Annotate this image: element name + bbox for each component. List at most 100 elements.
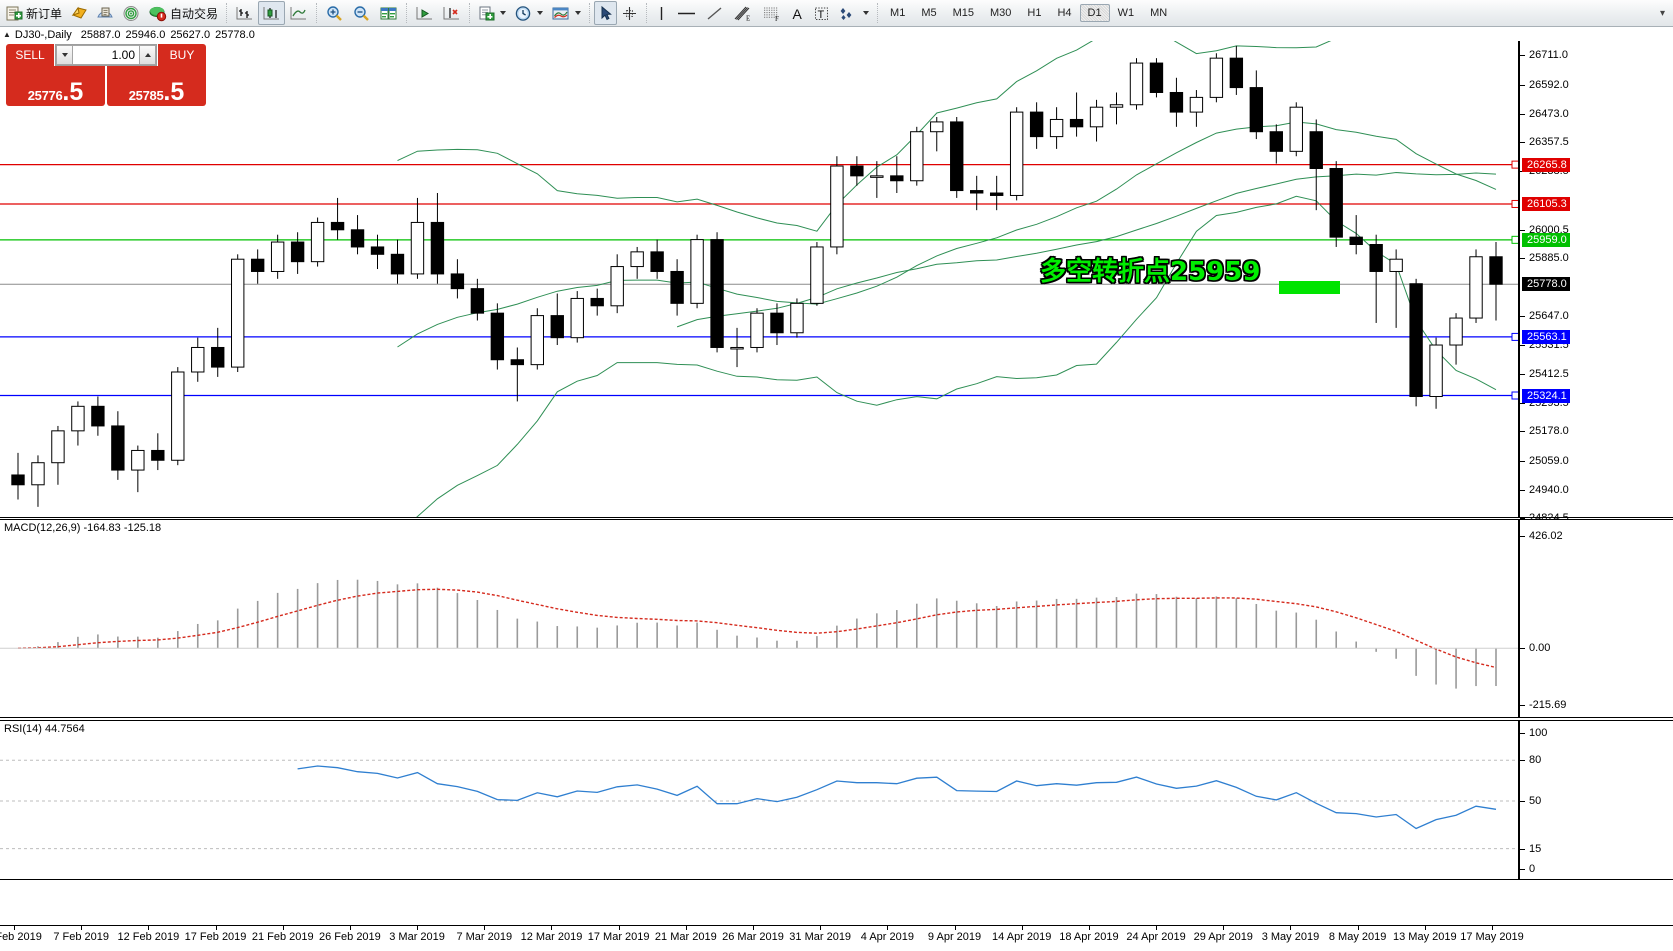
data-window-button[interactable] — [92, 1, 118, 25]
rsi-tick: 80 — [1520, 754, 1541, 766]
price-chart-panel[interactable]: 26711.026592.026473.026357.526238.526000… — [0, 41, 1673, 524]
price-marker-support-line[interactable]: 25324.1 — [1522, 388, 1570, 403]
text-label-button[interactable]: T — [809, 1, 834, 25]
macd-axis: 426.02 0.00 -215.69 — [1518, 520, 1673, 717]
date-tick-mark — [618, 926, 620, 930]
templates-button[interactable] — [474, 1, 510, 25]
volume-control[interactable]: 1.00 — [55, 44, 157, 66]
timeframe-group: M1 M5 M15 M30 H1 H4 D1 W1 MN — [882, 4, 1175, 22]
equidistant-channel-icon: E — [732, 5, 753, 22]
timeframe-m1[interactable]: M1 — [890, 7, 906, 19]
candlestick-chart-button[interactable] — [258, 1, 286, 25]
equidistant-channel-button[interactable]: E — [728, 1, 757, 25]
trendline-icon — [705, 5, 724, 22]
zoom-out-button[interactable] — [348, 1, 375, 25]
toolbar-overflow-icon[interactable]: ▾ — [1659, 7, 1665, 19]
collapse-arrow-icon[interactable]: ▲ — [3, 30, 11, 39]
chart-shift-icon — [415, 5, 434, 22]
price-marker-support-line[interactable]: 25563.1 — [1522, 329, 1570, 344]
tile-windows-button[interactable] — [375, 1, 402, 25]
vline-icon — [655, 5, 668, 22]
sell-price-frac: .5 — [62, 77, 84, 106]
timeframe-h1[interactable]: H1 — [1027, 7, 1042, 19]
macd-panel[interactable]: MACD(12,26,9) -164.83 -125.18 426.02 0.00… — [0, 519, 1673, 718]
price-marker-pivot-line[interactable]: 25959.0 — [1522, 232, 1570, 247]
macd-tick: 426.02 — [1520, 530, 1563, 542]
ideas-button[interactable] — [66, 1, 92, 25]
chevron-down-icon[interactable] — [500, 11, 507, 15]
zoom-in-button[interactable] — [321, 1, 348, 25]
line-chart-button[interactable] — [285, 1, 312, 25]
date-tick-label: 18 Apr 2019 — [1059, 931, 1119, 943]
timeframe-d1[interactable]: D1 — [1079, 4, 1110, 22]
timeframe-w1[interactable]: W1 — [1117, 7, 1135, 19]
horizontal-line-button[interactable] — [672, 1, 701, 25]
cursor-button[interactable] — [594, 1, 618, 25]
date-tick-label: 12 Feb 2019 — [117, 931, 180, 943]
chart-area[interactable]: 26711.026592.026473.026357.526238.526000… — [0, 41, 1673, 925]
price-marker-last-price[interactable]: 25778.0 — [1522, 277, 1570, 292]
price-axis[interactable]: 26711.026592.026473.026357.526238.526000… — [1518, 41, 1673, 524]
text-label-icon: T — [813, 5, 830, 22]
svg-text:E: E — [746, 14, 750, 21]
indicators-button[interactable] — [547, 1, 585, 25]
auto-scroll-button[interactable] — [438, 1, 465, 25]
date-tick-label: 4 Apr 2019 — [860, 931, 914, 943]
price-marker-resistance-line[interactable]: 26105.3 — [1522, 196, 1570, 211]
timeframe-m15[interactable]: M15 — [952, 7, 974, 19]
candlestick-chart-icon — [262, 5, 281, 22]
buy-price[interactable]: 25785 .5 — [107, 66, 206, 106]
date-tick-mark — [282, 926, 284, 930]
volume-up-button[interactable] — [139, 45, 156, 65]
chevron-down-icon[interactable] — [537, 11, 544, 15]
volume-input[interactable]: 1.00 — [73, 45, 139, 65]
date-tick-label: 24 Apr 2019 — [1126, 931, 1186, 943]
timeframe-m30[interactable]: M30 — [990, 7, 1012, 19]
autotrading-button[interactable]: 自动交易 — [144, 1, 222, 25]
timeframe-m5[interactable]: M5 — [921, 7, 937, 19]
network-icon — [122, 5, 140, 22]
indicators-icon — [551, 5, 570, 22]
fibonacci-button[interactable]: F — [757, 1, 786, 25]
price-plot[interactable] — [0, 41, 1518, 517]
chevron-down-icon[interactable] — [863, 11, 870, 15]
macd-plot[interactable] — [0, 520, 1518, 717]
volume-dropdown-button[interactable] — [56, 45, 73, 65]
rsi-panel[interactable]: RSI(14) 44.7564 100 80 50 15 0 — [0, 720, 1673, 880]
bar-chart-button[interactable] — [231, 1, 258, 25]
chevron-down-icon[interactable] — [575, 11, 582, 15]
one-click-trading-panel[interactable]: SELL 1.00 BUY 25776 .5 25785 .5 — [6, 44, 206, 106]
new-order-button[interactable]: 新订单 — [2, 1, 66, 25]
toolbar-separator — [646, 3, 648, 23]
sell-price[interactable]: 25776 .5 — [6, 66, 105, 106]
buy-button[interactable]: BUY — [158, 44, 206, 66]
period-button[interactable] — [510, 1, 547, 25]
timeframe-h4[interactable]: H4 — [1057, 7, 1072, 19]
price-tick: 26711.0 — [1520, 49, 1568, 61]
date-tick-label: 26 Feb 2019 — [319, 931, 381, 943]
ohlc-value-1: 25946.0 — [125, 28, 166, 41]
price-marker-resistance-line[interactable]: 26265.8 — [1522, 157, 1570, 172]
timeframe-mn[interactable]: MN — [1150, 7, 1168, 19]
rsi-svg — [0, 759, 1518, 850]
date-tick-label: 12 Mar 2019 — [520, 931, 583, 943]
zoom-in-icon — [325, 5, 344, 22]
shapes-button[interactable] — [834, 1, 873, 25]
chevron-down-icon — [61, 53, 68, 57]
date-tick-mark — [349, 926, 351, 930]
network-button[interactable] — [118, 1, 144, 25]
vertical-line-button[interactable] — [651, 1, 672, 25]
crosshair-icon — [621, 5, 638, 22]
sell-button[interactable]: SELL — [6, 44, 54, 66]
rsi-tick: 15 — [1520, 843, 1541, 855]
date-tick-mark — [148, 926, 150, 930]
chart-annotation[interactable]: 多空转折点25959 — [1040, 257, 1261, 287]
trendline-button[interactable] — [701, 1, 728, 25]
rsi-plot[interactable] — [0, 721, 1518, 879]
price-tick: 25059.0 — [1520, 455, 1569, 467]
rsi-tick: 100 — [1520, 727, 1547, 739]
svg-text:T: T — [818, 9, 825, 21]
crosshair-button[interactable] — [617, 1, 642, 25]
text-button[interactable]: A — [786, 1, 809, 25]
chart-shift-button[interactable] — [411, 1, 438, 25]
